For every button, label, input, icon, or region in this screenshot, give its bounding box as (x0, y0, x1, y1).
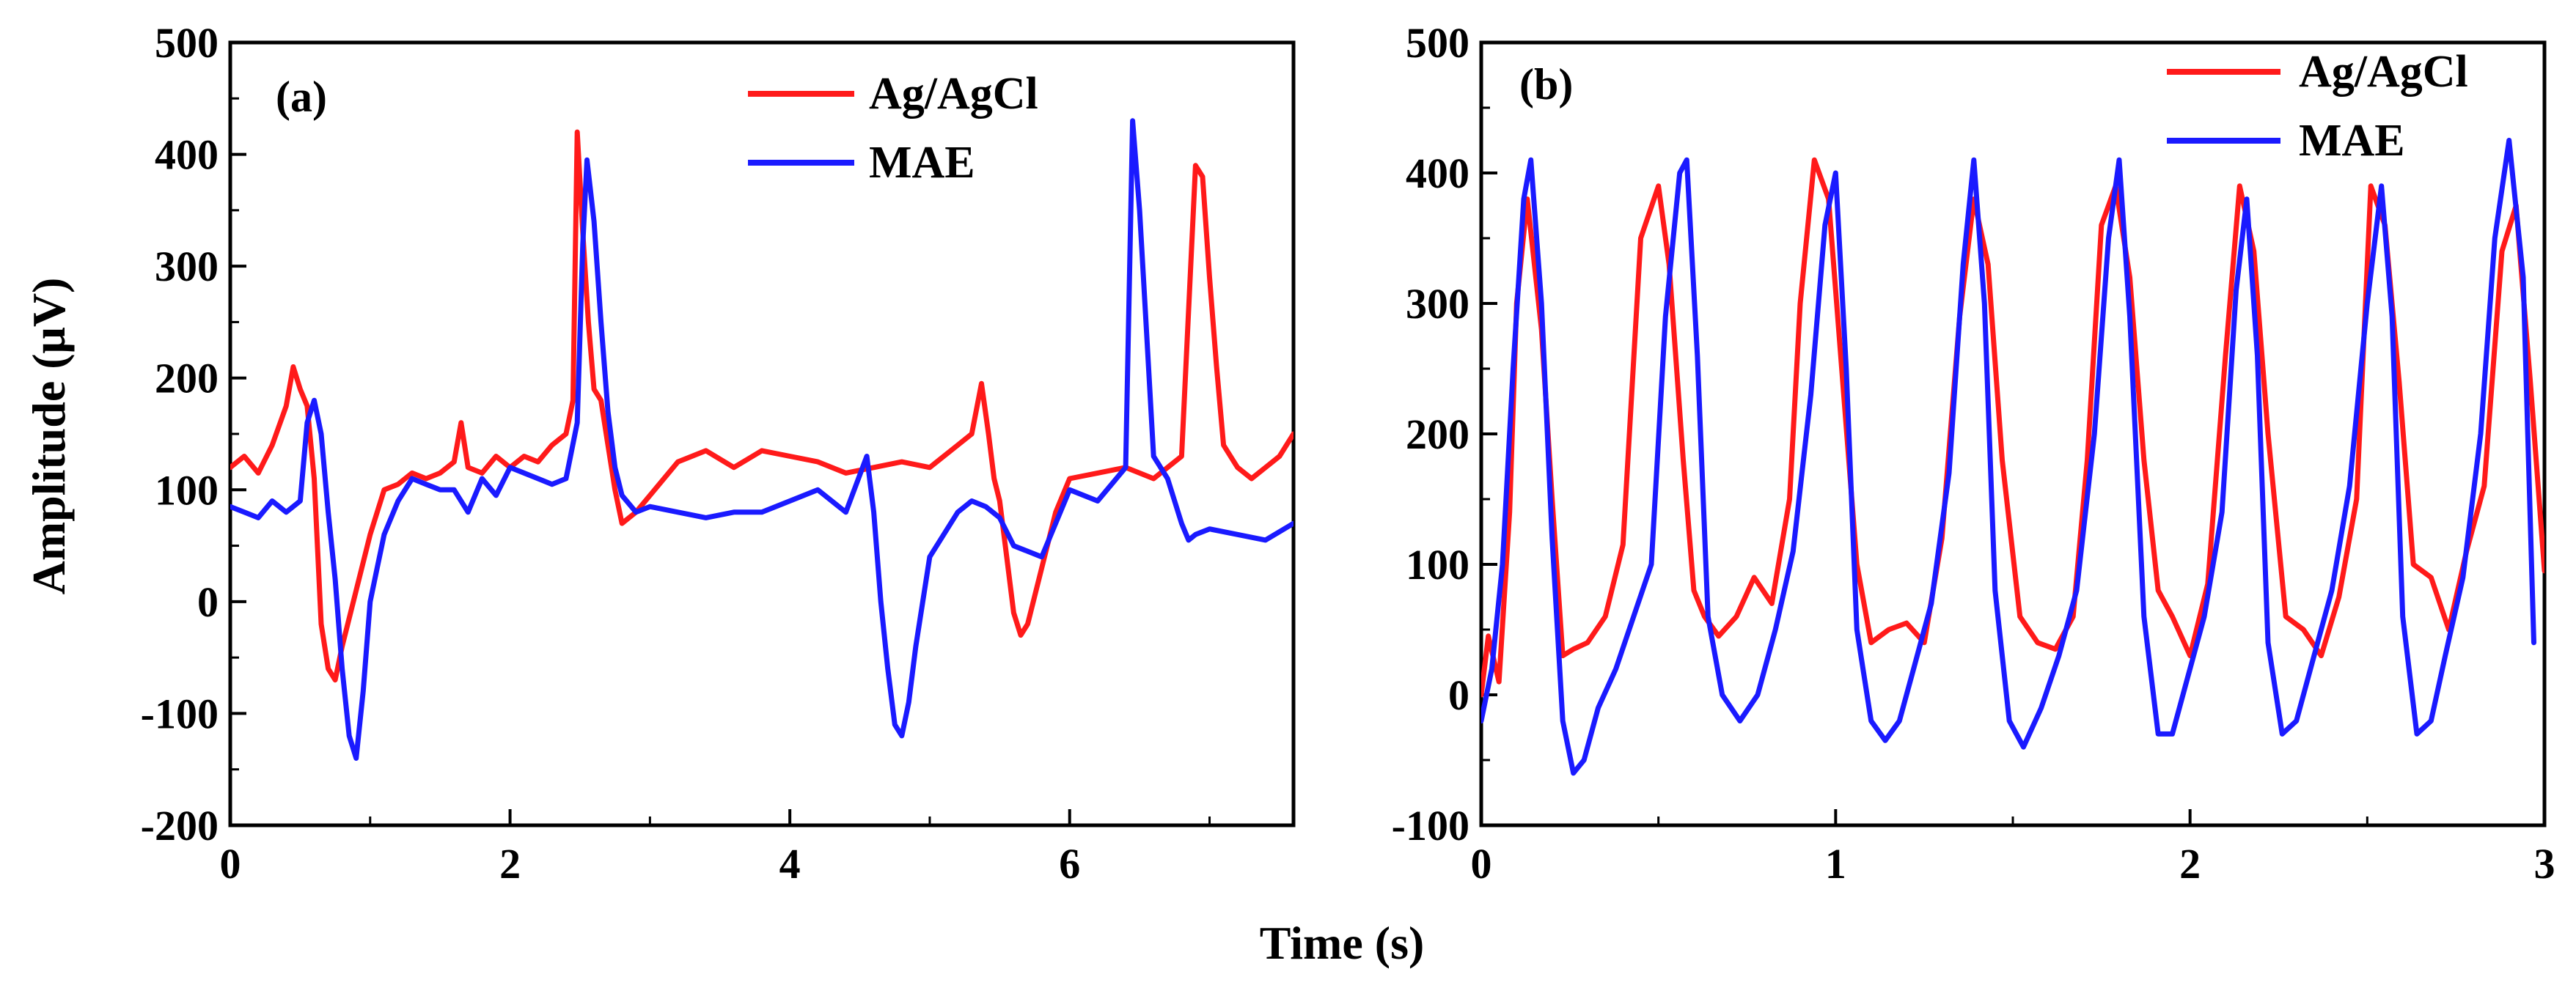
panel-b-y-tick-label: 0 (1448, 671, 1469, 719)
x-axis-title: Time (s) (1260, 917, 1425, 969)
panel-a-legend-label-mae: MAE (869, 138, 975, 188)
panel-a-ticks: 0 2 4 6 -200 -100 0 100 200 300 400 500 (141, 19, 1211, 888)
panel-a-x-tick-label: 6 (1059, 840, 1080, 888)
panel-a-legend: Ag/AgCl MAE (748, 69, 1038, 188)
panel-b-legend-label-agagcl: Ag/AgCl (2299, 47, 2468, 97)
panel-a-label: (a) (276, 73, 327, 121)
panel-a: 0 2 4 6 -200 -100 0 100 200 300 400 500 (a) Ag/AgCl… (141, 19, 1296, 888)
panel-a-y-tick-label: 300 (155, 243, 219, 290)
panel-a-legend-label-agagcl: Ag/AgCl (869, 69, 1038, 119)
panel-b-y-tick-label: 400 (1406, 150, 1469, 197)
panel-b-series-mae (1481, 138, 2536, 776)
panel-a-x-tick-label: 0 (220, 840, 241, 888)
panel-a-y-tick-label: -200 (141, 802, 219, 849)
panel-b-y-tick-label: 500 (1406, 19, 1469, 67)
panel-a-series-mae (230, 118, 1293, 761)
y-axis-title: Amplitude (μV) (23, 278, 75, 595)
panel-b-x-tick-label: 1 (1825, 840, 1846, 888)
panel-a-y-tick-label: 100 (155, 466, 219, 514)
panel-b-y-tick-label: -100 (1392, 802, 1469, 849)
panel-a-x-tick-label: 2 (499, 840, 521, 888)
panel-b-y-tick-label: 300 (1406, 280, 1469, 328)
panel-a-x-tick-label: 4 (779, 840, 801, 888)
panel-b-lines (1481, 138, 2544, 776)
panel-a-series-agagcl (230, 129, 1293, 683)
panel-a-y-tick-label: 200 (155, 355, 219, 402)
panel-b-x-tick-label: 0 (1471, 840, 1492, 888)
panel-b-legend: Ag/AgCl MAE (2167, 47, 2468, 166)
panel-a-y-tick-label: 500 (155, 19, 219, 67)
panel-b-y-tick-label: 200 (1406, 410, 1469, 458)
panel-b-x-tick-label: 3 (2534, 840, 2555, 888)
panel-a-lines (230, 118, 1293, 761)
panel-a-y-tick-label: 0 (197, 578, 219, 626)
panel-a-y-tick-label: -100 (141, 690, 219, 737)
panel-b-y-tick-label: 100 (1406, 541, 1469, 589)
panel-b-legend-label-mae: MAE (2299, 116, 2405, 166)
panel-b-label: (b) (1519, 60, 1573, 108)
panel-b-x-tick-label: 2 (2179, 840, 2201, 888)
panel-a-y-tick-label: 400 (155, 131, 219, 179)
